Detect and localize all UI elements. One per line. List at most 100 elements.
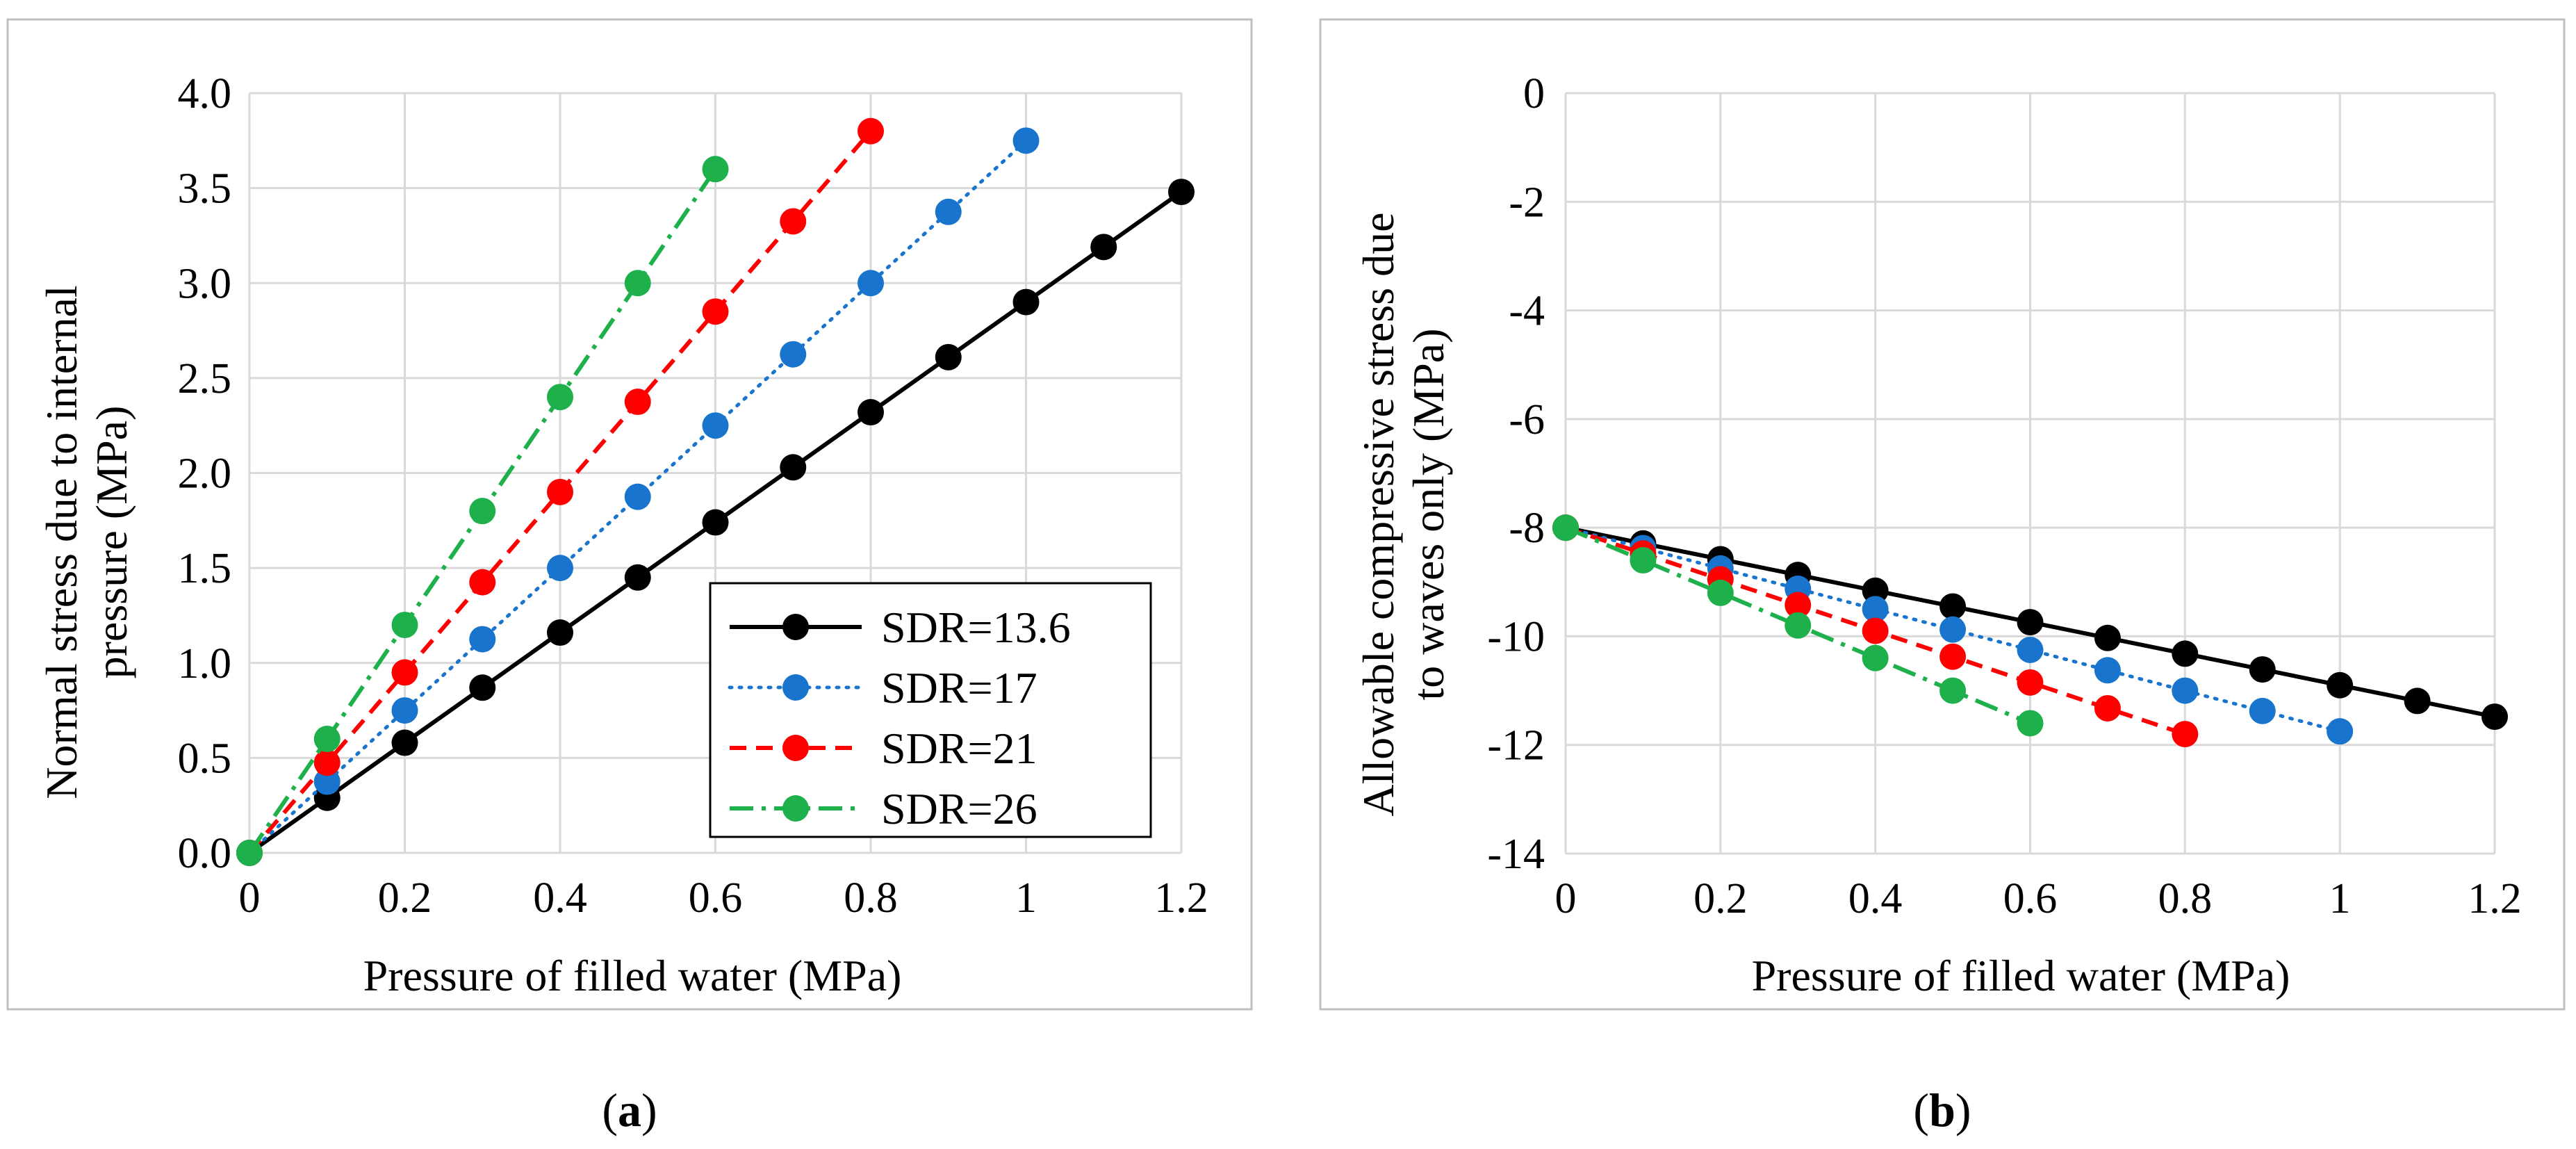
chart-b-data-point: [2249, 656, 2276, 683]
chart-b-data-point: [1785, 592, 1812, 619]
chart-a-y-tick-label: 1.0: [178, 640, 232, 687]
chart-b-data-point: [2094, 694, 2121, 722]
chart-b-y-tick-label: -10: [1487, 613, 1545, 660]
panel-caption-b-letter: b: [1929, 1084, 1955, 1136]
chart-b-y-tick-label: -6: [1509, 396, 1545, 443]
chart-b-y-tick-label: 0: [1523, 70, 1545, 117]
chart-b-data-point: [1707, 579, 1734, 606]
chart-panel-a: 0 0.2 0.4 0.6 0.8 1 1.2 0.0 0.5 1.0 1.5 2.0 2.5 3.0 3.…: [6, 18, 1253, 1011]
chart-a-y-tick-label: 1.5: [178, 545, 232, 592]
chart-a-data-point: [624, 270, 651, 297]
panel-caption-a: (a): [602, 1084, 657, 1136]
chart-b-x-tick-label: 0.6: [2003, 875, 2058, 922]
chart-b-data-point: [1862, 596, 1889, 623]
chart-b-data-point: [2404, 687, 2431, 715]
legend-label: SDR=21: [881, 724, 1037, 773]
chart-b-data-point: [1939, 593, 1967, 620]
chart-a-x-tick-label: 1.2: [1154, 874, 1208, 922]
chart-a-y-tick-label: 0.0: [178, 830, 232, 877]
chart-a-series: [236, 117, 1195, 866]
panel-caption-a-letter: a: [618, 1084, 641, 1136]
chart-b-data-point: [1630, 547, 1657, 574]
chart-a-data-point: [780, 341, 807, 368]
chart-b-data-point: [2094, 657, 2121, 684]
svg-text:(b): (b): [1913, 1084, 1971, 1136]
chart-a-x-tick-label: 0.6: [689, 874, 743, 922]
svg-text:(a): (a): [602, 1084, 657, 1136]
chart-b-tick-labels: 0 0.2 0.4 0.6 0.8 1 1.2 -14 -12 -10 -8 -6 -4 -2 0: [1487, 70, 2521, 922]
chart-b-data-point: [2327, 718, 2354, 745]
chart-b-data-point: [2172, 677, 2199, 704]
chart-b-data-point: [2017, 636, 2044, 663]
chart-b-data-point: [2017, 669, 2044, 696]
chart-b-border: [1319, 18, 2566, 1011]
chart-a-y-axis-title: Normal stress due to internal pressure (…: [37, 285, 136, 799]
chart-a-data-point: [313, 749, 341, 776]
chart-b-y-axis-title-line-1: Allowable compressive stress due: [1354, 212, 1403, 816]
chart-b-data-point: [1552, 514, 1579, 541]
chart-a-series-3: [236, 156, 729, 866]
chart-b-series-3: [1552, 514, 2044, 737]
chart-b-x-axis-title: Pressure of filled water (MPa): [1752, 951, 2290, 1000]
chart-b-data-point: [2017, 609, 2044, 636]
chart-b-series: [1552, 514, 2508, 748]
chart-b-axes: [1564, 93, 2495, 855]
chart-b-data-point: [2249, 697, 2276, 724]
chart-a-data-point: [547, 478, 573, 505]
chart-a-data-point: [858, 399, 884, 426]
chart-a-data-point: [1012, 127, 1040, 154]
chart-b-data-point: [1939, 677, 1967, 704]
chart-a-y-tick-label: 3.5: [178, 165, 232, 213]
chart-a-data-point: [469, 498, 496, 525]
chart-a-x-tick-label: 0: [239, 874, 261, 922]
chart-b-data-point: [2327, 671, 2354, 699]
legend-swatch-marker: [782, 674, 809, 701]
chart-a-data-point: [624, 389, 651, 416]
chart-a-data-point: [547, 619, 573, 646]
chart-a-data-point: [702, 156, 729, 183]
chart-a-data-point: [469, 674, 496, 701]
chart-a-data-point: [391, 659, 418, 686]
chart-a-data-point: [391, 729, 418, 756]
chart-a-x-axis-title: Pressure of filled water (MPa): [363, 951, 902, 1000]
chart-b-y-tick-label: -14: [1487, 831, 1545, 878]
chart-b-x-tick-label: 0.4: [1848, 875, 1903, 922]
legend-swatch-marker: [782, 735, 809, 761]
chart-b-data-point: [1939, 616, 1967, 643]
chart-a-y-axis-title-line-1: Normal stress due to internal: [37, 285, 86, 799]
chart-b-x-tick-label: 0.2: [1693, 875, 1748, 922]
chart-a-data-point: [780, 208, 807, 235]
chart-b-y-axis-title-line-2: to waves only (MPa): [1404, 328, 1453, 700]
chart-b-data-point: [1939, 643, 1967, 670]
chart-a-y-tick-label: 4.0: [178, 70, 232, 117]
chart-a-data-point: [624, 483, 651, 510]
chart-b-y-tick-label: -2: [1509, 179, 1545, 226]
chart-panel-b: 0 0.2 0.4 0.6 0.8 1 1.2 -14 -12 -10 -8 -6 -4 -2 0 Pres…: [1319, 18, 2566, 1011]
chart-b-x-tick-label: 0: [1555, 875, 1577, 922]
chart-b-data-point: [2094, 624, 2121, 651]
chart-a-series-2: [236, 117, 884, 866]
chart-a-data-point: [391, 697, 418, 724]
chart-a-y-tick-label: 2.5: [178, 355, 232, 402]
chart-a-data-point: [1168, 179, 1195, 206]
legend-label: SDR=17: [881, 663, 1037, 712]
chart-a-data-point: [858, 117, 884, 145]
chart-b-x-tick-label: 1.2: [2468, 875, 2522, 922]
chart-b-data-point: [1862, 617, 1889, 644]
chart-a-data-point: [780, 454, 807, 481]
chart-b-data-point: [1862, 577, 1889, 604]
chart-b-data-point: [1785, 612, 1812, 639]
chart-a-data-point: [935, 343, 962, 370]
chart-b-y-tick-label: -8: [1509, 505, 1545, 552]
chart-a-data-point: [702, 412, 729, 439]
chart-a-tick-labels: 0 0.2 0.4 0.6 0.8 1 1.2 0.0 0.5 1.0 1.5 2.0 2.5 3.0 3.…: [178, 70, 1208, 922]
chart-a-data-point: [1090, 234, 1117, 261]
chart-b-gridlines: [1564, 92, 2496, 855]
chart-b-data-point: [2172, 721, 2199, 748]
chart-a-y-tick-label: 3.0: [178, 260, 232, 307]
panel-caption-b: (b): [1913, 1084, 1971, 1136]
chart-a-border: [6, 18, 1253, 1011]
legend-swatch-marker: [782, 795, 809, 822]
chart-b-data-point: [2017, 710, 2044, 737]
